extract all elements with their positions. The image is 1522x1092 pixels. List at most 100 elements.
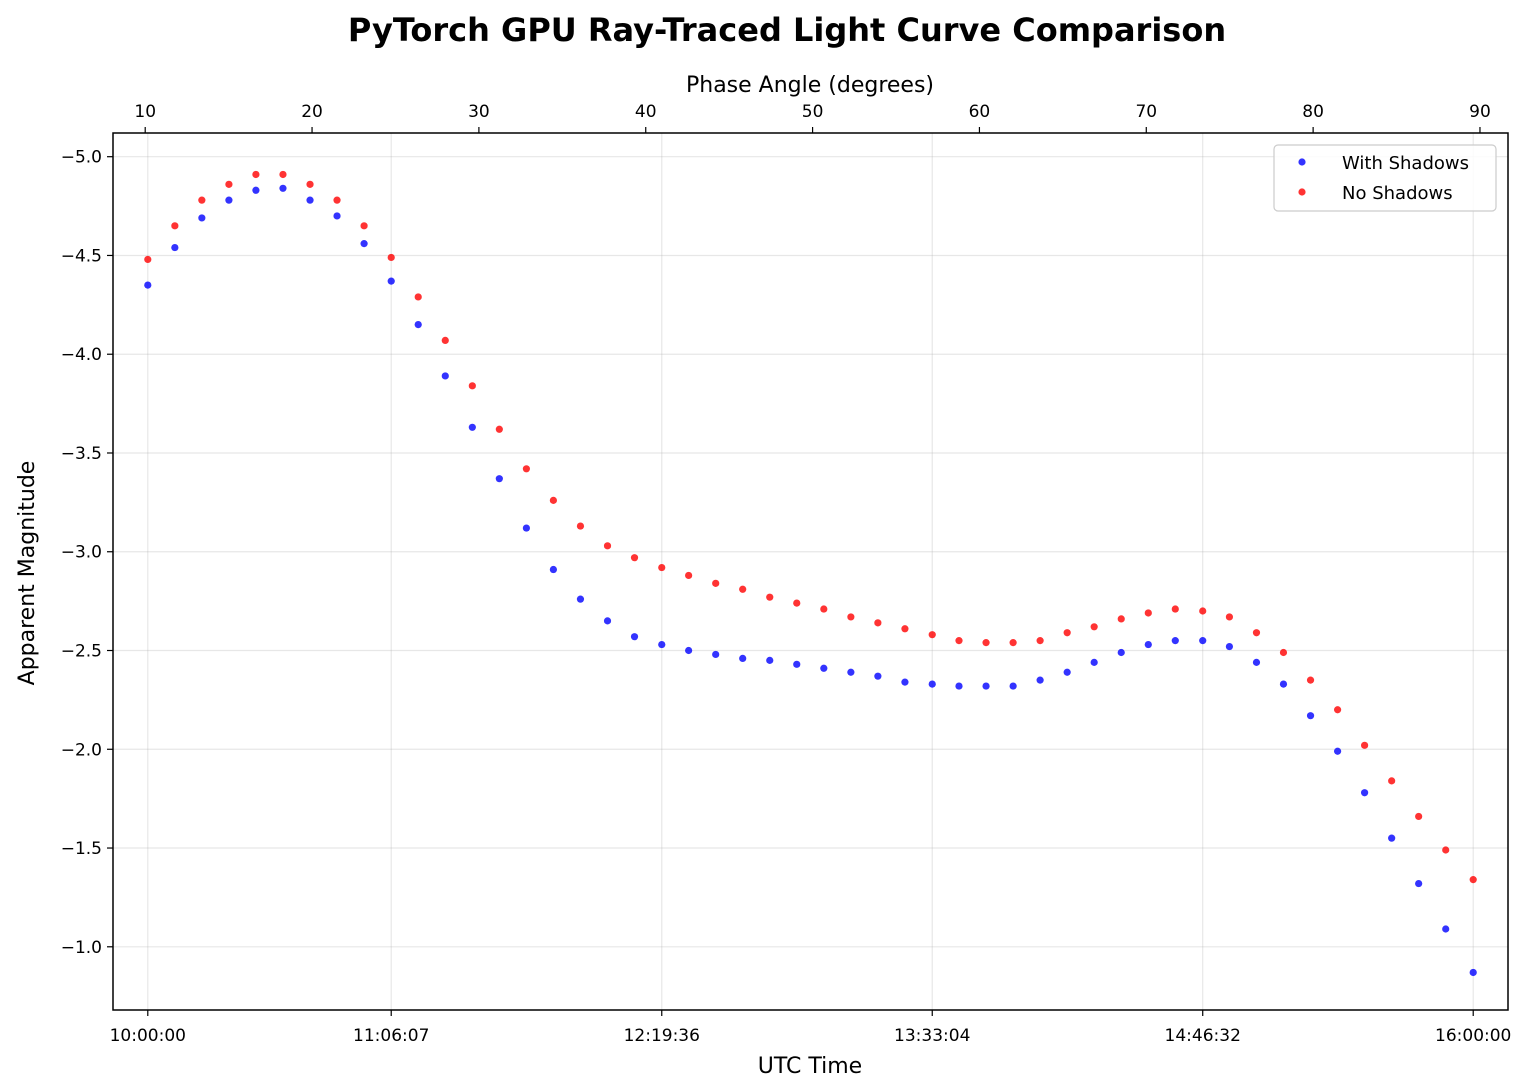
data-point-with-shadows	[1360, 789, 1369, 797]
data-point-no-shadows	[658, 563, 666, 572]
x-tick-label: 12:19:36	[624, 1026, 700, 1046]
data-point-with-shadows	[252, 186, 260, 194]
x-tick-label: 11:06:07	[353, 1026, 429, 1046]
data-point-no-shadows	[549, 496, 557, 504]
y-tick-label: −1.5	[61, 839, 102, 859]
legend-box	[1273, 144, 1497, 212]
data-point-no-shadows	[171, 222, 179, 230]
data-point-no-shadows	[1252, 629, 1261, 637]
data-point-with-shadows	[1469, 968, 1477, 977]
legend-label-no-shadows: No Shadows	[1342, 183, 1453, 204]
data-point-with-shadows	[333, 212, 341, 220]
chart-legend: With Shadows No Shadows	[1273, 144, 1497, 212]
y-tick-label: −5.0	[61, 148, 102, 168]
data-point-no-shadows	[630, 554, 639, 562]
data-point-no-shadows	[1199, 607, 1207, 615]
data-point-with-shadows	[360, 240, 368, 248]
y-tick-label: −2.0	[61, 740, 102, 760]
x-tick-label: 13:33:04	[894, 1026, 970, 1046]
data-point-with-shadows	[658, 640, 666, 649]
data-point-with-shadows	[495, 475, 503, 483]
data-point-no-shadows	[225, 180, 233, 188]
data-point-no-shadows	[847, 613, 855, 621]
data-point-no-shadows	[198, 196, 206, 204]
x-tick-label: 10:00:00	[110, 1026, 186, 1046]
data-point-no-shadows	[279, 170, 287, 179]
data-point-no-shadows	[1063, 629, 1071, 637]
data-point-with-shadows	[820, 664, 828, 672]
data-point-no-shadows	[306, 180, 314, 188]
x-tick-label: 14:46:32	[1165, 1026, 1241, 1046]
data-point-with-shadows	[306, 196, 314, 204]
data-point-no-shadows	[874, 619, 882, 627]
data-point-no-shadows	[522, 465, 530, 473]
data-point-no-shadows	[468, 382, 476, 390]
data-point-with-shadows	[1063, 668, 1071, 676]
data-point-no-shadows	[1442, 846, 1450, 854]
data-point-no-shadows	[739, 585, 747, 593]
legend-marker-no-shadows	[1298, 188, 1306, 196]
data-point-with-shadows	[1333, 747, 1342, 755]
data-point-no-shadows	[766, 593, 774, 601]
data-point-with-shadows	[441, 372, 449, 380]
plot-area-frame	[112, 132, 1509, 1011]
data-point-with-shadows	[630, 633, 639, 641]
data-point-with-shadows	[955, 682, 963, 690]
data-point-no-shadows	[793, 599, 801, 607]
data-point-with-shadows	[1306, 712, 1315, 720]
data-point-with-shadows	[1199, 637, 1207, 645]
data-point-no-shadows	[1306, 676, 1315, 684]
y-tick-label: −2.5	[61, 642, 102, 662]
data-point-with-shadows	[874, 672, 882, 680]
data-point-no-shadows	[252, 170, 260, 179]
data-point-no-shadows	[1279, 648, 1288, 657]
secondary-x-tick-label: 30	[468, 102, 490, 122]
data-point-no-shadows	[1090, 623, 1098, 631]
data-point-no-shadows	[1171, 605, 1179, 613]
data-point-with-shadows	[766, 656, 774, 664]
y-tick-label: −1.0	[61, 938, 102, 958]
data-points	[144, 170, 1477, 977]
series-with-shadows	[144, 184, 1477, 977]
y-tick-label: −3.0	[61, 543, 102, 563]
data-point-with-shadows	[1252, 658, 1261, 666]
data-point-with-shadows	[982, 682, 990, 690]
data-point-with-shadows	[1279, 680, 1288, 688]
data-point-with-shadows	[1171, 637, 1179, 645]
data-point-no-shadows	[982, 639, 990, 647]
data-point-with-shadows	[1225, 642, 1234, 651]
data-point-no-shadows	[603, 542, 612, 550]
legend-label-with-shadows: With Shadows	[1342, 153, 1469, 174]
data-point-no-shadows	[1333, 706, 1342, 714]
secondary-x-tick-label: 70	[1135, 102, 1157, 122]
data-point-no-shadows	[576, 522, 585, 530]
data-point-with-shadows	[1009, 682, 1017, 690]
data-point-with-shadows	[414, 320, 422, 329]
data-point-no-shadows	[387, 253, 395, 262]
data-point-with-shadows	[549, 565, 557, 574]
chart-title: PyTorch GPU Ray-Traced Light Curve Compa…	[348, 11, 1226, 49]
data-point-no-shadows	[712, 579, 720, 587]
secondary-x-tick-label: 50	[802, 102, 824, 122]
data-point-no-shadows	[1415, 812, 1423, 821]
data-point-no-shadows	[1469, 876, 1477, 884]
data-point-no-shadows	[901, 625, 909, 633]
data-point-with-shadows	[901, 678, 909, 686]
data-point-no-shadows	[495, 425, 503, 433]
y-tick-label: −4.0	[61, 345, 102, 365]
data-point-with-shadows	[225, 196, 233, 204]
data-point-no-shadows	[1117, 615, 1125, 623]
data-point-no-shadows	[414, 293, 422, 301]
data-point-no-shadows	[1360, 741, 1369, 749]
data-point-with-shadows	[522, 524, 530, 532]
data-point-no-shadows	[1144, 609, 1152, 617]
data-point-no-shadows	[1225, 613, 1234, 621]
data-point-no-shadows	[333, 196, 341, 204]
data-point-no-shadows	[1009, 639, 1017, 647]
secondary-x-tick-label: 80	[1302, 102, 1324, 122]
data-point-with-shadows	[603, 617, 612, 625]
data-point-with-shadows	[928, 680, 936, 688]
data-point-no-shadows	[1388, 777, 1396, 785]
secondary-x-tick-label: 20	[301, 102, 323, 122]
